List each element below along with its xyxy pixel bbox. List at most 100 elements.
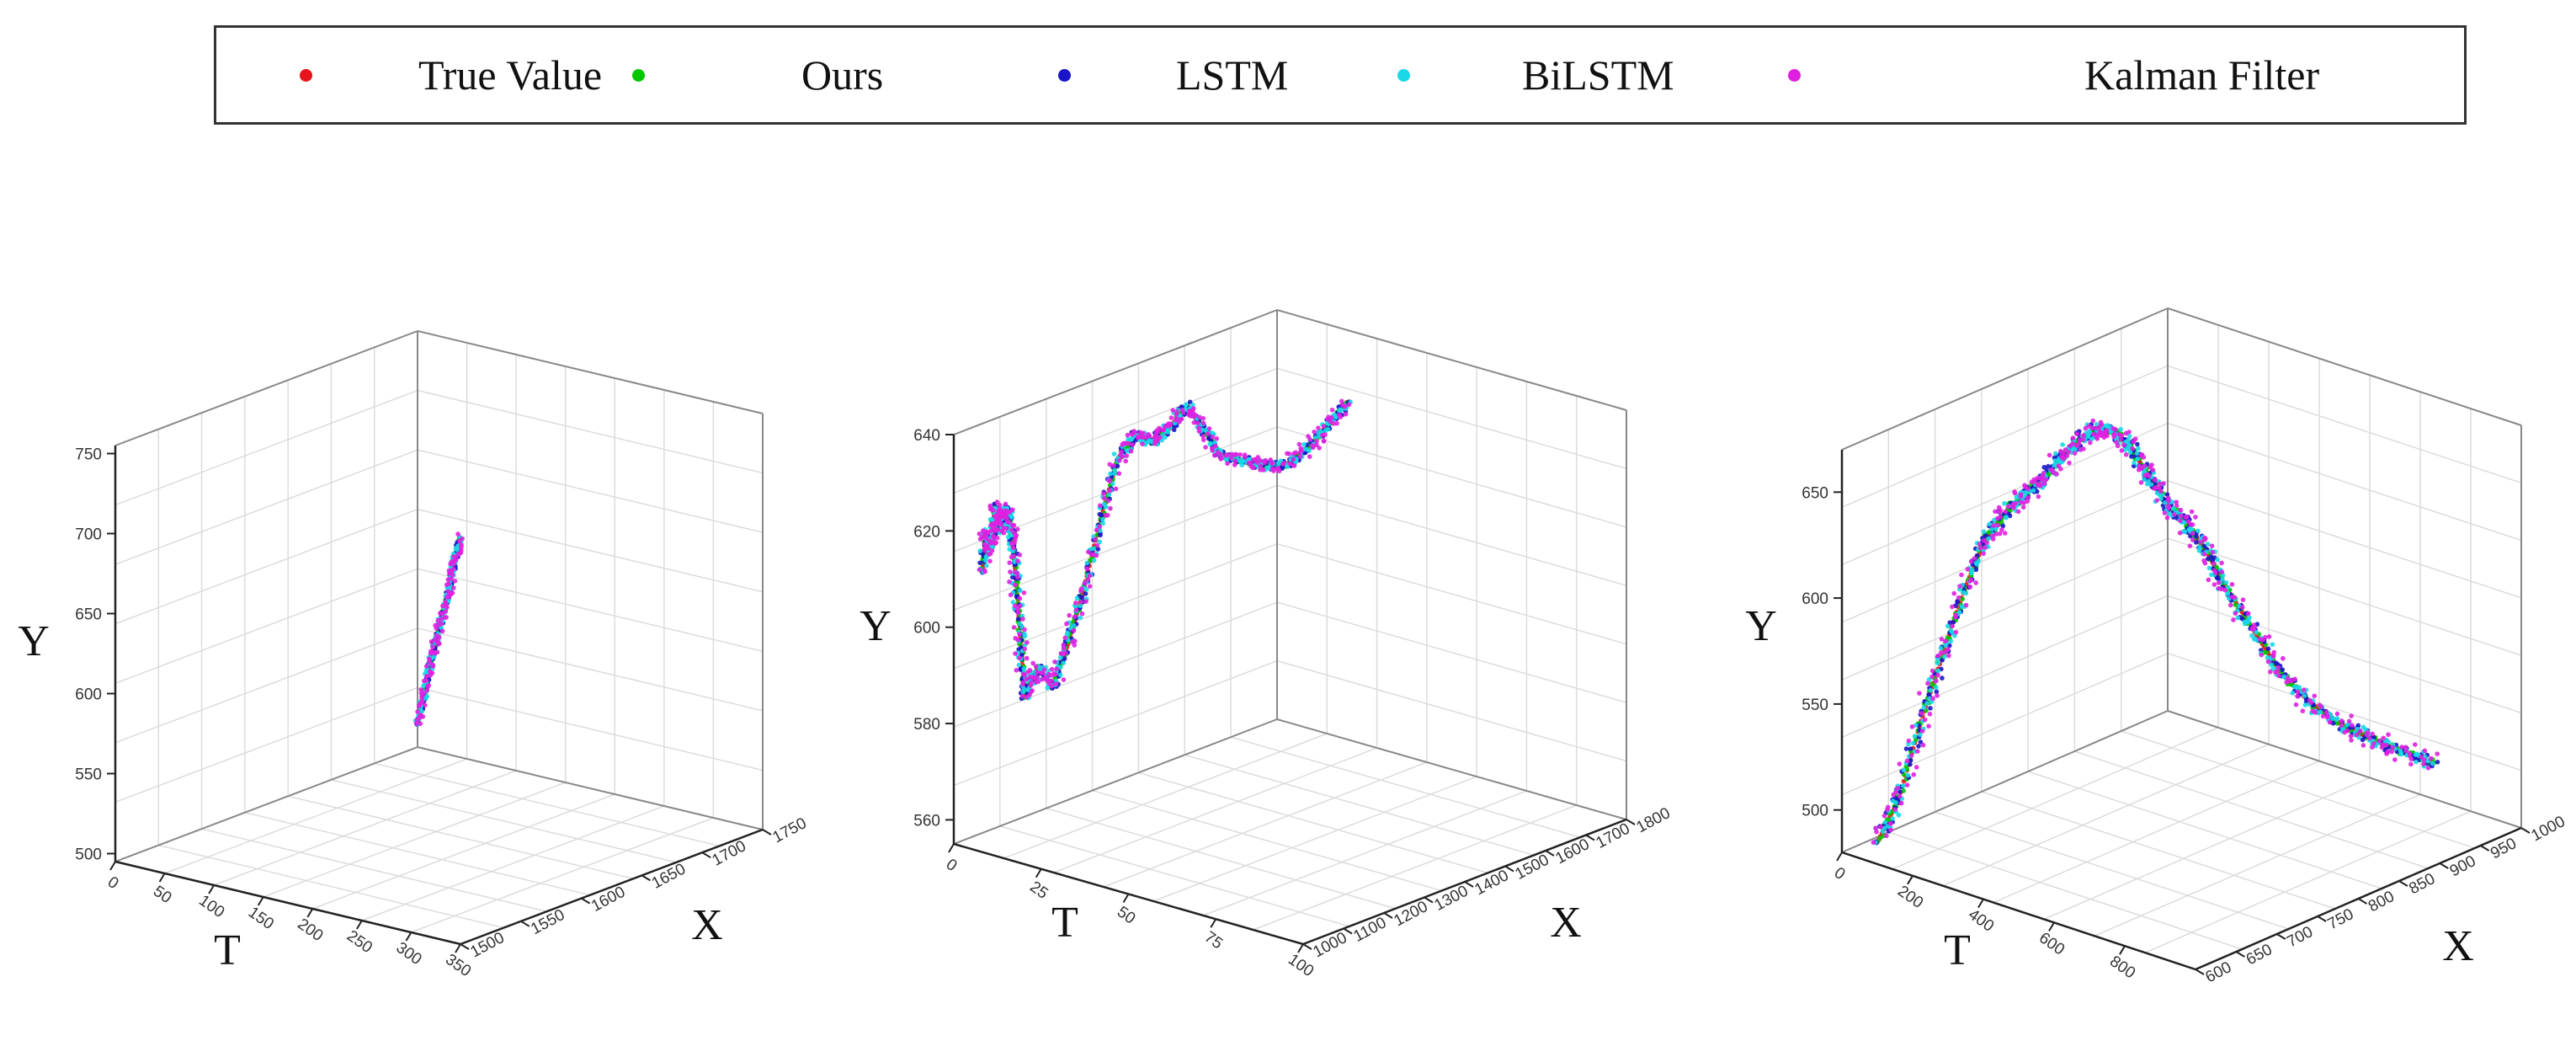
data-point — [1020, 681, 1025, 687]
data-point — [2190, 531, 2195, 537]
data-point — [1166, 424, 1172, 429]
data-point — [1307, 454, 1312, 459]
data-point — [1977, 542, 1983, 547]
wall-grid-line — [953, 659, 1278, 787]
data-point — [2268, 669, 2273, 675]
data-point — [2154, 498, 2160, 503]
data-point — [2425, 766, 2431, 771]
data-point — [1105, 498, 1111, 504]
floor-grid-line — [1092, 789, 1442, 892]
data-point — [1168, 415, 1174, 420]
data-point — [1041, 667, 1047, 672]
data-point — [1343, 411, 1349, 417]
data-point — [1016, 662, 1022, 668]
data-point — [1079, 611, 1085, 617]
data-point — [2302, 702, 2308, 707]
data-point — [1935, 668, 1941, 674]
data-point — [2245, 611, 2251, 617]
data-point — [1084, 566, 1089, 572]
data-point — [2403, 748, 2409, 754]
data-point — [1085, 577, 1091, 582]
data-point — [1977, 545, 1983, 551]
data-point — [415, 709, 420, 714]
data-point — [1933, 685, 1939, 691]
data-point — [2015, 509, 2021, 515]
data-point — [1072, 600, 1078, 606]
data-point — [1014, 526, 1020, 532]
data-point — [1054, 666, 1059, 671]
data-point — [2108, 430, 2114, 435]
data-point — [1093, 537, 1098, 542]
data-point — [2235, 615, 2240, 621]
x-tick-label: 800 — [2366, 888, 2398, 916]
data-point — [2188, 526, 2193, 531]
series-ours — [978, 400, 1349, 701]
data-point — [1179, 416, 1184, 422]
data-point — [2422, 748, 2428, 754]
data-point — [2005, 504, 2011, 510]
data-point — [1917, 691, 1922, 696]
data-point — [434, 626, 439, 632]
x-tick-mark — [1464, 881, 1474, 888]
data-point — [2071, 446, 2076, 452]
data-point — [1884, 833, 1889, 839]
data-point — [2043, 477, 2049, 483]
data-point — [1882, 819, 1888, 825]
x-tick-mark — [2357, 898, 2368, 905]
data-point — [977, 560, 982, 566]
data-point — [2360, 743, 2366, 748]
data-point — [1034, 680, 1039, 685]
wall-grid-line — [1276, 426, 1627, 528]
t-tick-label: 0 — [104, 873, 122, 893]
data-point — [1323, 428, 1328, 434]
data-point — [2119, 433, 2125, 439]
data-point — [2138, 452, 2144, 458]
data-point — [1094, 527, 1099, 533]
data-point — [1877, 835, 1883, 841]
wall-grid-line — [1841, 595, 2169, 739]
t-tick-label: 50 — [1114, 903, 1138, 927]
floor-grid-line — [263, 782, 566, 898]
t-tick-mark — [405, 932, 412, 942]
t-axis-title: T — [1051, 899, 1078, 947]
data-point — [2344, 728, 2350, 734]
data-point — [1328, 415, 1334, 420]
data-point — [1940, 657, 1945, 663]
data-point — [450, 572, 455, 578]
data-point — [1908, 753, 1914, 759]
data-point — [459, 544, 464, 550]
data-point — [1094, 542, 1100, 548]
data-point — [2004, 515, 2009, 520]
data-point — [1999, 527, 2004, 532]
data-point — [1911, 771, 1917, 777]
floor-grid-line — [1230, 736, 1581, 838]
data-point — [1918, 739, 1924, 745]
t-tick-label: 200 — [1894, 883, 1926, 912]
x-tick-mark — [1545, 850, 1555, 857]
data-point — [1100, 520, 1106, 526]
data-point — [451, 585, 456, 590]
data-point — [2281, 655, 2286, 661]
data-point — [2189, 509, 2195, 515]
floor-grid-line — [1892, 727, 2219, 870]
wall-grid-line — [417, 449, 764, 533]
data-point — [1943, 649, 1948, 654]
legend-marker-kalman-filter — [1788, 68, 1801, 82]
data-point — [2068, 443, 2073, 449]
data-point — [2245, 617, 2251, 623]
data-point — [1130, 442, 1136, 447]
data-point — [2312, 693, 2318, 699]
floor-grid-line — [1046, 807, 1396, 910]
data-point — [2190, 522, 2195, 527]
data-point — [1896, 812, 1902, 818]
data-point — [1107, 488, 1113, 494]
data-point — [2030, 488, 2036, 493]
data-point — [1912, 734, 1918, 739]
wall-grid-line — [114, 627, 418, 744]
data-point — [1986, 536, 1992, 542]
data-point — [2158, 488, 2164, 494]
data-point — [1095, 547, 1101, 552]
data-point — [2349, 713, 2354, 718]
data-point — [2276, 673, 2281, 679]
data-point — [1892, 807, 1897, 813]
